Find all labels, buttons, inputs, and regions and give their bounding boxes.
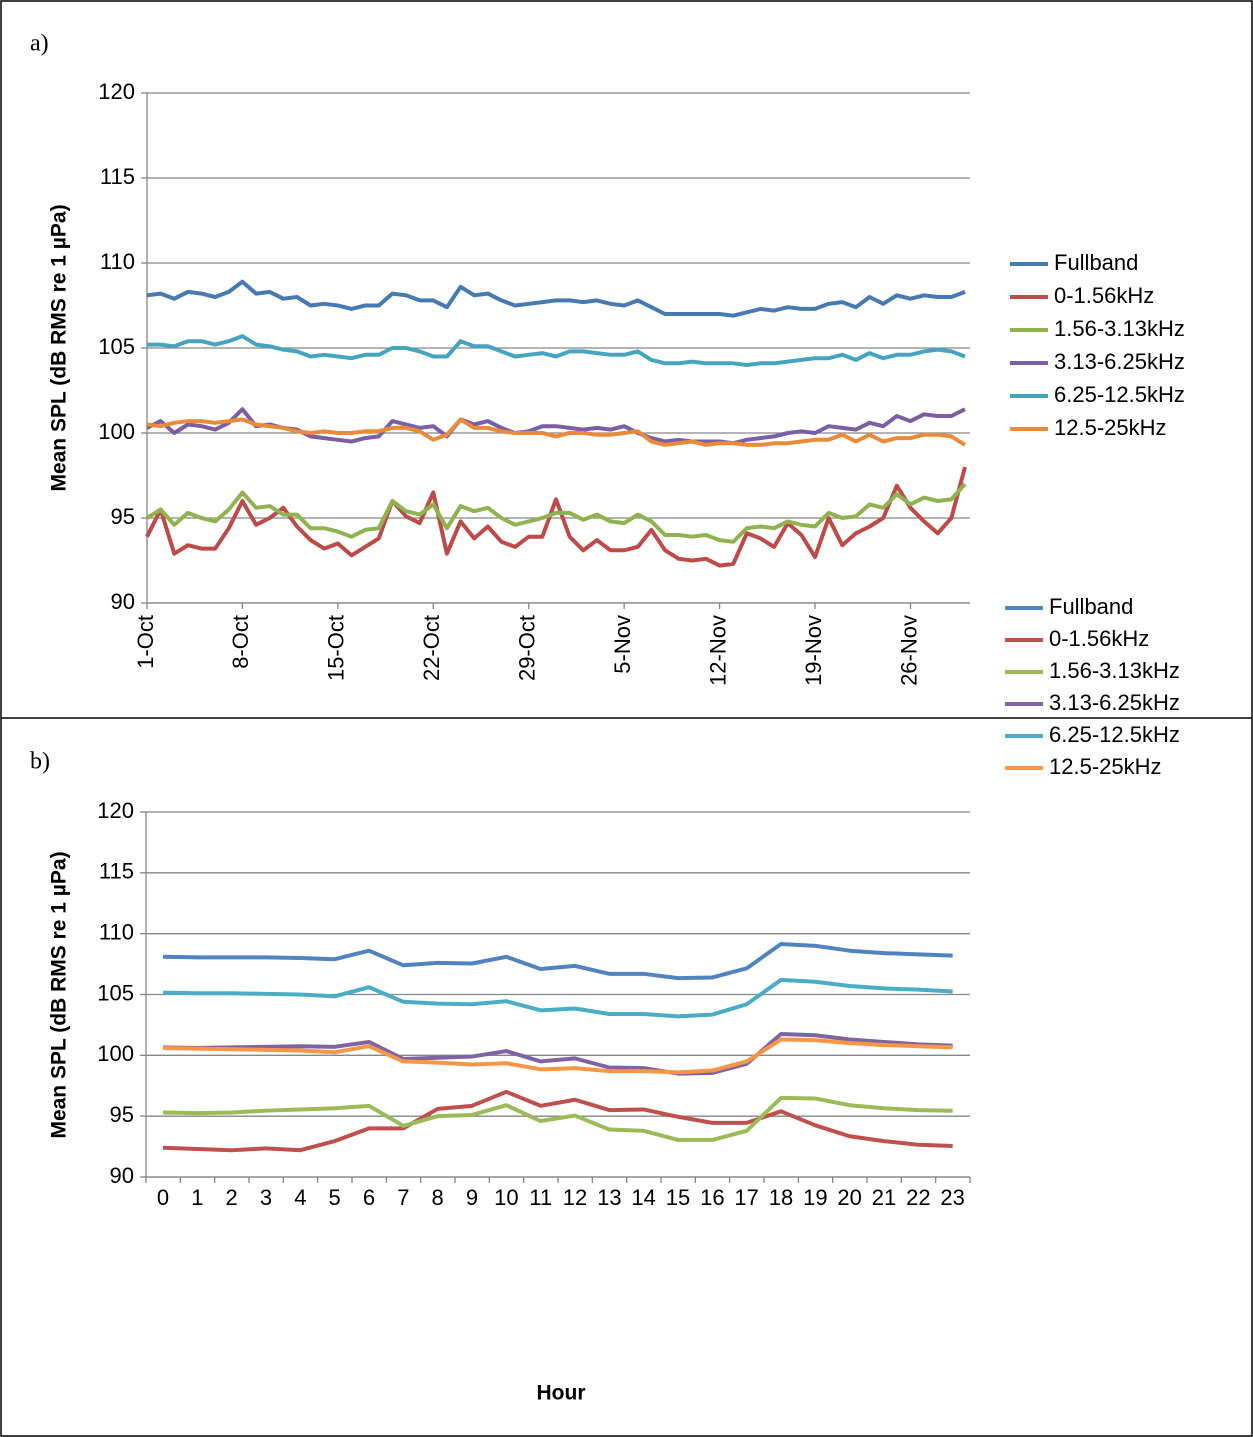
x-tick-label: 3 [260, 1185, 272, 1210]
x-tick-label: 14 [631, 1185, 655, 1210]
x-tick-label: 11 [529, 1185, 552, 1210]
x-tick-label: 6 [363, 1185, 375, 1210]
x-tick-label: 2 [226, 1185, 238, 1210]
x-tick-label: 12 [563, 1185, 587, 1210]
series-line [146, 279, 966, 318]
y-axis-title: Mean SPL (dB RMS re 1 µPa) [48, 851, 71, 1138]
y-axis-title: Mean SPL (dB RMS re 1 µPa) [48, 204, 71, 491]
x-tick-label: 18 [769, 1185, 793, 1210]
y-tick-label: 120 [98, 79, 135, 104]
x-tick-label: 13 [597, 1185, 621, 1210]
legend-label: 0-1.56kHz [1054, 283, 1154, 308]
x-tick-label: 4 [294, 1185, 306, 1210]
series-line [162, 977, 953, 1019]
panel-label: a) [30, 31, 49, 57]
x-tick-label: 8-Oct [228, 615, 253, 669]
legend-label: 6.25-12.5kHz [1049, 722, 1180, 747]
y-tick-label: 100 [98, 419, 135, 444]
legend-label: 0-1.56kHz [1049, 626, 1149, 651]
y-tick-label: 110 [99, 919, 134, 944]
x-tick-label: 15-Oct [324, 615, 349, 681]
legend-label: 12.5-25kHz [1054, 415, 1167, 440]
x-tick-label: 5-Nov [610, 615, 635, 674]
series-line [146, 417, 967, 447]
x-tick-label: 19 [803, 1185, 827, 1210]
series-line [162, 1089, 953, 1153]
x-tick-label: 20 [837, 1185, 861, 1210]
x-axis-title: Hour [537, 1382, 586, 1405]
x-tick-label: 8 [432, 1185, 444, 1210]
x-tick-label: 22-Oct [419, 615, 444, 681]
x-tick-label: 5 [329, 1185, 341, 1210]
x-tick-label: 12-Nov [705, 615, 730, 686]
x-tick-label: 10 [494, 1185, 518, 1210]
x-tick-label: 19-Nov [801, 615, 826, 686]
y-tick-label: 105 [98, 334, 135, 359]
series-line [162, 1032, 953, 1076]
legend-label: 1.56-3.13kHz [1049, 658, 1180, 683]
x-tick-label: 1 [191, 1185, 203, 1210]
x-tick-label: 22 [906, 1185, 930, 1210]
legend-label: 3.13-6.25kHz [1049, 690, 1180, 715]
y-tick-label: 115 [100, 164, 135, 189]
x-tick-label: 29-Oct [515, 615, 540, 681]
y-tick-label: 90 [111, 589, 135, 614]
y-tick-label: 110 [100, 249, 135, 274]
x-tick-label: 21 [872, 1185, 896, 1210]
series-line [162, 1095, 953, 1142]
series-line [147, 334, 966, 367]
x-tick-label: 26-Nov [896, 615, 921, 686]
series-line [162, 1037, 953, 1075]
x-tick-label: 7 [397, 1185, 409, 1210]
series-line [145, 466, 967, 568]
y-tick-label: 90 [110, 1163, 134, 1188]
y-tick-label: 95 [110, 1102, 134, 1127]
legend-label: Fullband [1054, 250, 1138, 275]
x-tick-label: 9 [466, 1185, 478, 1210]
x-tick-label: 0 [157, 1185, 169, 1210]
legend-label: 6.25-12.5kHz [1054, 382, 1185, 407]
legend-label: 3.13-6.25kHz [1054, 349, 1185, 374]
y-tick-label: 105 [97, 980, 134, 1005]
y-tick-label: 115 [99, 859, 134, 884]
y-tick-label: 100 [97, 1041, 134, 1066]
panel-label: b) [30, 749, 50, 775]
x-tick-label: 17 [734, 1185, 758, 1210]
y-tick-label: 95 [111, 504, 135, 529]
series-line [145, 482, 967, 544]
x-tick-label: 23 [940, 1185, 964, 1210]
x-tick-label: 1-Oct [133, 615, 158, 669]
legend-label: 12.5-25kHz [1049, 754, 1162, 779]
legend-label: 1.56-3.13kHz [1054, 316, 1185, 341]
x-tick-label: 15 [666, 1185, 690, 1210]
series-line [162, 942, 953, 981]
y-tick-label: 120 [97, 798, 134, 823]
x-tick-label: 16 [700, 1185, 724, 1210]
legend-label: Fullband [1049, 594, 1133, 619]
